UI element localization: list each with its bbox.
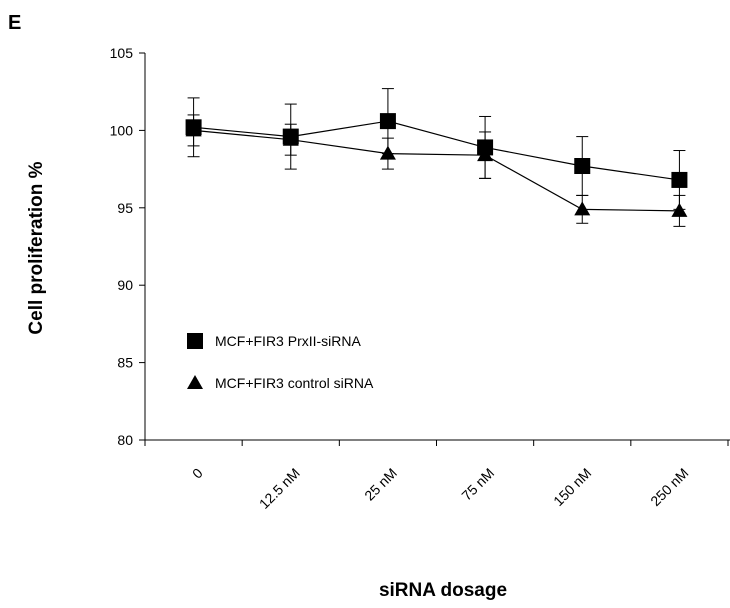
- panel-label: E: [8, 12, 21, 34]
- y-tick-label: 85: [117, 355, 133, 371]
- x-tick-label: 12.5 nM: [256, 465, 303, 512]
- data-point-square: [379, 113, 396, 130]
- y-tick-label: 95: [117, 200, 133, 216]
- x-tick-label: 75 nM: [458, 465, 497, 504]
- y-tick-label: 80: [117, 432, 133, 448]
- x-ticks-group: 0 12.5 nM 25 nM 75 nM 150 nM 250 nM: [144, 440, 729, 512]
- legend-label: MCF+FIR3 control siRNA: [215, 375, 374, 391]
- series-square: [185, 88, 688, 210]
- data-point-square: [282, 128, 299, 145]
- x-tick-label: 25 nM: [361, 465, 400, 504]
- legend-marker-square: [187, 333, 203, 349]
- y-tick-label: 100: [110, 122, 134, 138]
- y-tick-label: 90: [117, 277, 133, 293]
- legend: MCF+FIR3 PrxII-siRNA MCF+FIR3 control siR…: [187, 333, 374, 391]
- series-line: [193, 129, 680, 212]
- x-tick-label: 250 nM: [647, 465, 691, 509]
- data-point-triangle: [671, 202, 688, 217]
- data-point-triangle: [574, 201, 591, 216]
- y-ticks-group: 80 85 90 95 100 105: [110, 45, 145, 448]
- data-point-square: [574, 158, 591, 175]
- data-point-square: [671, 171, 688, 188]
- x-tick-label: 0: [189, 465, 206, 482]
- legend-label: MCF+FIR3 PrxII-siRNA: [215, 333, 362, 349]
- x-tick-label: 150 nM: [550, 465, 594, 509]
- series-group: [185, 88, 688, 227]
- data-point-square: [477, 139, 494, 156]
- legend-marker-triangle: [187, 375, 203, 389]
- y-axis-label: Cell proliferation %: [26, 161, 47, 334]
- y-tick-label: 105: [110, 45, 134, 61]
- data-point-square: [185, 119, 202, 136]
- series-line: [193, 120, 680, 181]
- x-axis-label: siRNA dosage: [379, 580, 507, 601]
